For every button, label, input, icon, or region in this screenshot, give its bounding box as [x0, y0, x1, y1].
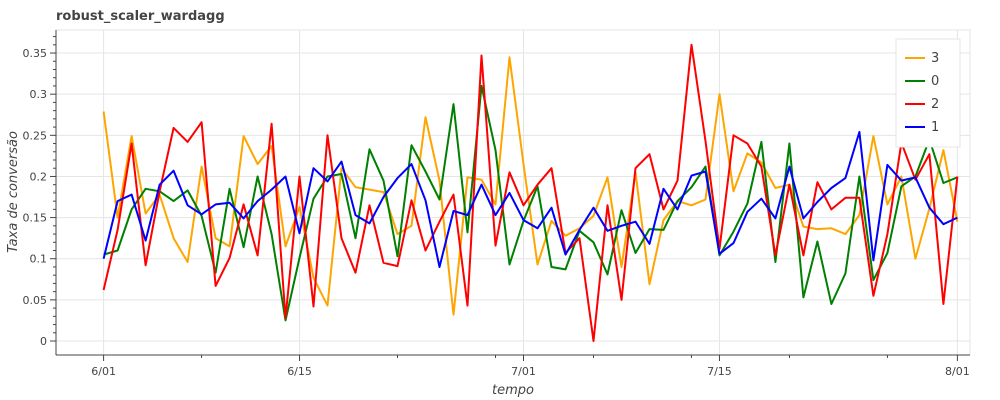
y-axis-label: Taxa de conversão	[6, 131, 21, 253]
legend-box	[895, 38, 961, 148]
gridlines	[56, 30, 970, 355]
x-tick-label: 6/01	[91, 365, 116, 378]
y-tick-label: 0.1	[30, 253, 48, 266]
legend-label-1: 1	[931, 120, 939, 135]
y-tick-label: 0.25	[23, 129, 48, 142]
series-lines	[102, 43, 959, 342]
y-tick-label: 0.2	[30, 170, 48, 183]
y-tick-label: 0.05	[23, 294, 48, 307]
x-tick-label: 7/01	[511, 365, 536, 378]
series-line-2	[102, 43, 959, 342]
x-axis-label: tempo	[492, 383, 534, 398]
chart-title: robust_scaler_wardagg	[56, 9, 225, 24]
y-tick-label: 0.15	[23, 212, 48, 225]
axes: 0 0.05 0.1 0.15 0.2 0.25 0.3 0.35 6/01 6/15 7/01 7/…	[23, 30, 970, 378]
y-tick-label: 0.3	[30, 88, 48, 101]
x-tick-label: 8/01	[945, 365, 970, 378]
series-line-1	[102, 131, 958, 268]
legend-label-3: 3	[931, 51, 939, 66]
y-tick-label: 0	[40, 335, 47, 348]
legend-label-0: 0	[931, 74, 939, 89]
series-line-0	[103, 84, 958, 322]
x-tick-label: 6/15	[287, 365, 312, 378]
x-tick-label: 7/15	[707, 365, 732, 378]
y-tick-label: 0.35	[23, 47, 48, 60]
legend: 3 0 2 1	[895, 38, 961, 148]
legend-label-2: 2	[931, 97, 939, 112]
series-line-3	[102, 56, 959, 316]
